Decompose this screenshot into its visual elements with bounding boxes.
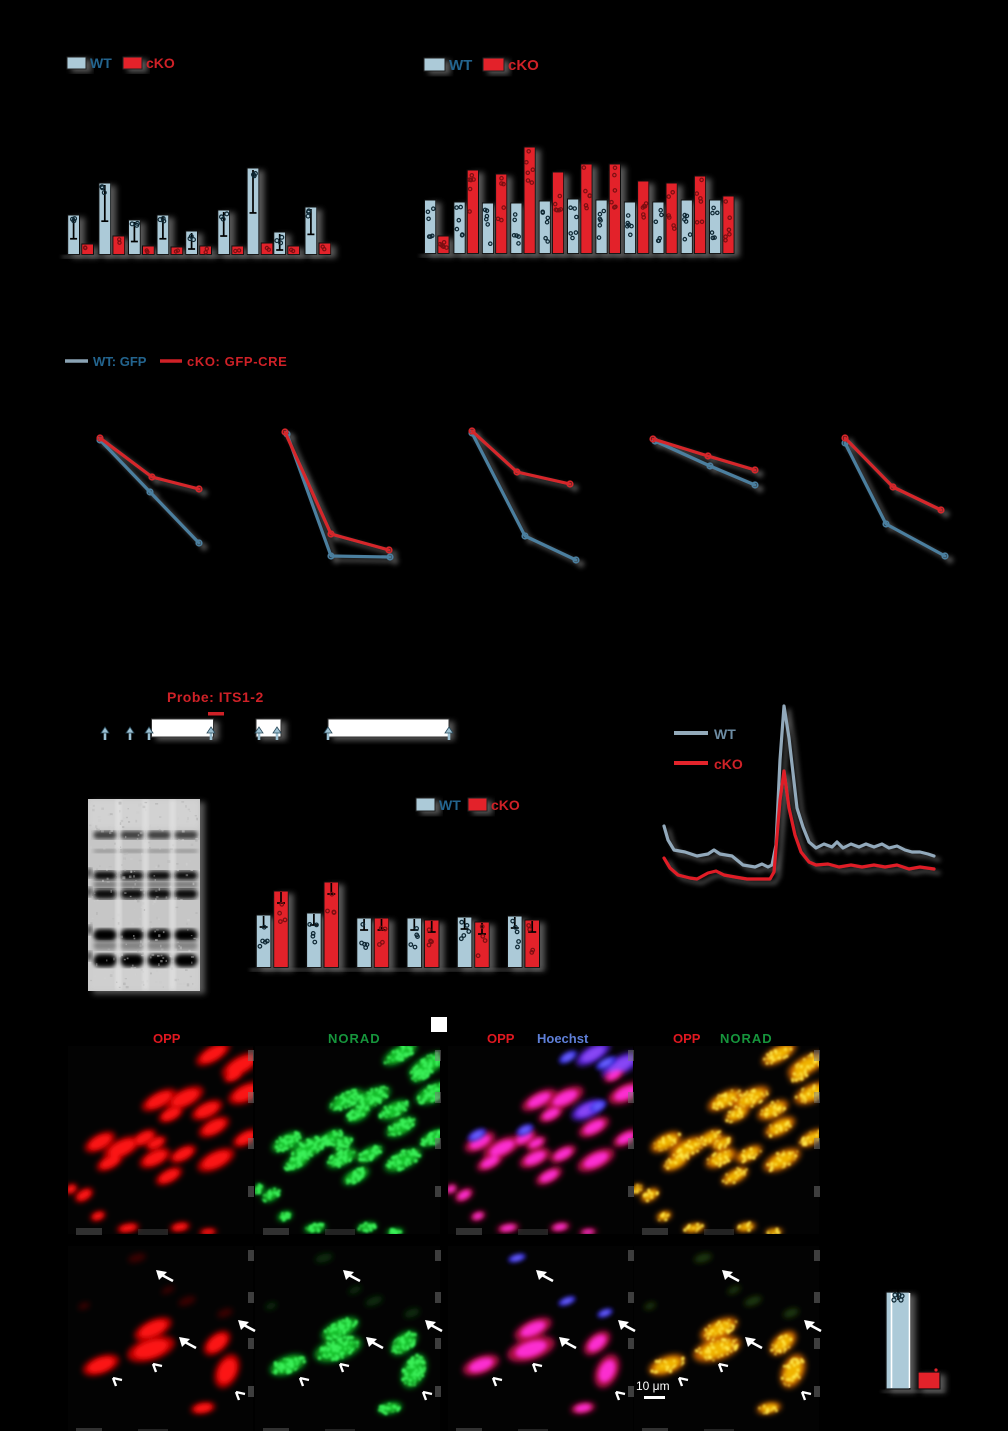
svg-text:OPP: OPP xyxy=(153,1031,181,1046)
svg-text:Hoechst: Hoechst xyxy=(537,1031,589,1046)
svg-text:WT: WT xyxy=(714,726,736,742)
svg-text:cKO: cKO xyxy=(508,57,539,74)
svg-text:OPP: OPP xyxy=(673,1031,701,1046)
svg-text:cKO: GFP-CRE: cKO: GFP-CRE xyxy=(187,354,287,369)
svg-text:10 μm: 10 μm xyxy=(636,1379,670,1393)
svg-text:Probe: ITS1-2: Probe: ITS1-2 xyxy=(167,689,264,705)
svg-text:WT: WT xyxy=(449,57,472,74)
svg-text:WT: GFP: WT: GFP xyxy=(93,354,147,369)
svg-text:NORAD: NORAD xyxy=(720,1031,773,1046)
svg-text:WT: WT xyxy=(90,55,112,71)
svg-text:OPP: OPP xyxy=(487,1031,515,1046)
svg-text:NORAD: NORAD xyxy=(328,1031,381,1046)
svg-text:WT: WT xyxy=(439,797,461,813)
svg-text:cKO: cKO xyxy=(491,797,520,813)
svg-text:cKO: cKO xyxy=(146,55,175,71)
svg-text:cKO: cKO xyxy=(714,756,743,772)
